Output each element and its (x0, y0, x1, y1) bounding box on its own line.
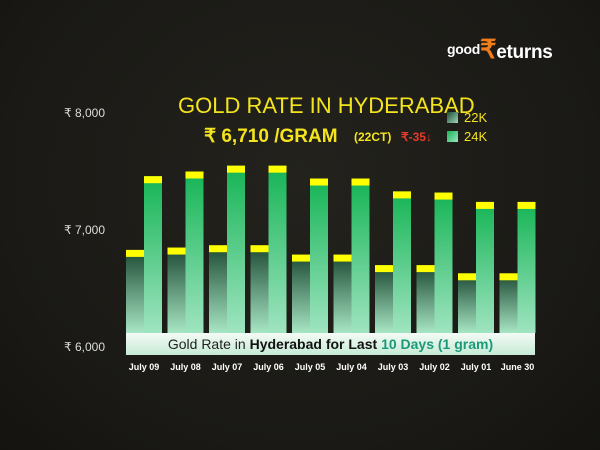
x-tick-label: July 04 (336, 362, 367, 372)
price-unit: (22CT) (354, 130, 392, 144)
bar-cap-24k (476, 201, 494, 209)
bar-cap-24k (144, 176, 162, 184)
x-tick-label: July 01 (460, 362, 492, 372)
x-tick-label: July 05 (294, 362, 326, 372)
x-tick-label: July 07 (211, 362, 243, 372)
bar-24k (476, 201, 494, 333)
bar-cap-22k (167, 247, 186, 255)
bar-22k (333, 254, 352, 333)
bar-cap-22k (209, 245, 227, 253)
x-tick-label: July 08 (170, 362, 201, 372)
bar-cap-22k (250, 245, 269, 253)
bar-22k (167, 247, 186, 333)
bar-cap-24k (434, 192, 453, 200)
legend-swatch-22k (447, 112, 458, 123)
bar-24k (393, 191, 411, 333)
x-tick-label: July 02 (419, 362, 450, 372)
chart-banner: Gold Rate in Hyderabad for Last 10 Days … (126, 333, 535, 355)
bar-22k (292, 254, 310, 333)
bar-24k (227, 165, 245, 333)
bar-24k (351, 178, 370, 333)
legend-swatch-24k (447, 131, 458, 142)
bar-cap-22k (458, 273, 476, 281)
bar-22k (375, 265, 393, 333)
bar-cap-24k (185, 171, 204, 179)
bar-22k (250, 245, 269, 333)
bar-24k (517, 201, 536, 333)
bar-24k (144, 176, 162, 333)
bar-22k (416, 265, 435, 333)
bar-22k (499, 273, 518, 333)
bar-24k (434, 192, 453, 333)
goodreturns-logo: good₹eturns (447, 34, 553, 64)
x-tick-label: June 30 (500, 362, 535, 372)
bar-cap-22k (375, 265, 393, 273)
bar-cap-22k (499, 273, 518, 281)
bar-cap-24k (351, 178, 370, 186)
x-tick-label: July 03 (377, 362, 409, 372)
bar-cap-22k (292, 254, 310, 262)
bar-22k (209, 245, 227, 333)
chart-title: GOLD RATE IN HYDERABAD (178, 93, 475, 118)
y-tick: ₹ 8,000 (64, 106, 105, 120)
bar-22k (126, 249, 144, 333)
y-tick: ₹ 7,000 (64, 223, 105, 237)
price-value: ₹ 6,710 /GRAM (204, 126, 338, 147)
price-change: ₹-35↓ (401, 130, 432, 144)
bar-cap-24k (517, 201, 536, 209)
bar-24k (185, 171, 204, 333)
bar-cap-24k (227, 165, 245, 173)
bar-22k (458, 273, 476, 333)
x-tick-label: July 09 (128, 362, 160, 372)
bar-cap-22k (416, 265, 435, 273)
bar-cap-24k (393, 191, 411, 199)
legend-22k: 22K (447, 110, 487, 125)
bar-cap-24k (310, 178, 328, 186)
bar-cap-22k (333, 254, 352, 262)
x-tick-label: July 06 (253, 362, 284, 372)
bar-24k (268, 165, 287, 333)
legend-24k: 24K (447, 129, 487, 144)
bar-24k (310, 178, 328, 333)
bar-cap-24k (268, 165, 287, 173)
bar-cap-22k (126, 249, 144, 257)
y-tick: ₹ 6,000 (64, 340, 105, 354)
